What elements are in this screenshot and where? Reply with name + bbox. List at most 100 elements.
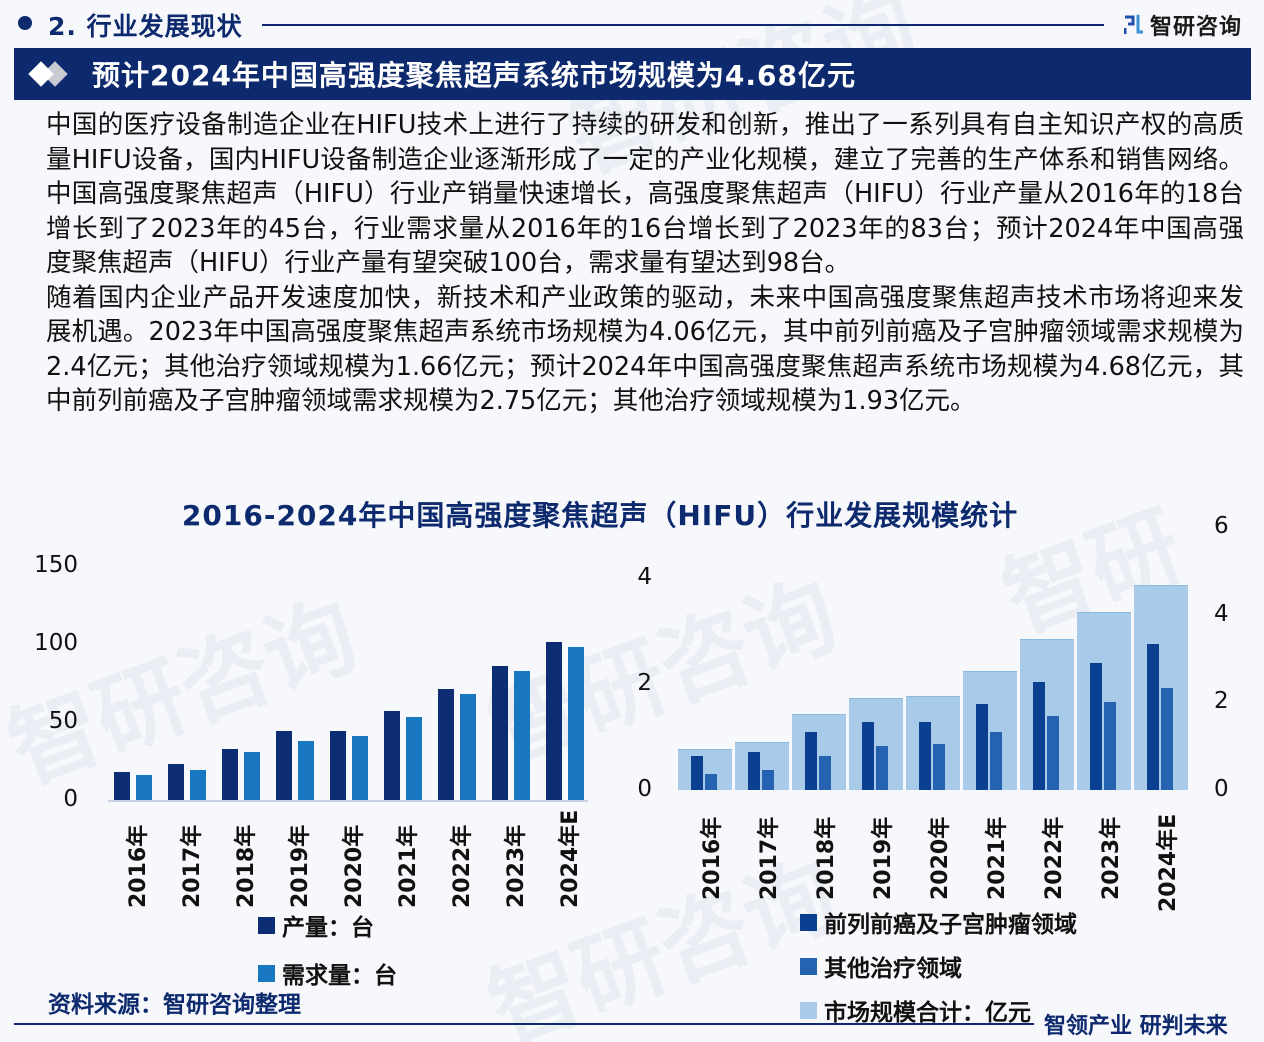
footer-divider (14, 1023, 1034, 1025)
legend-item: 产量：台 (258, 908, 397, 942)
x-axis-label: 2024年E (1156, 813, 1181, 912)
x-axis-label: 2024年E (558, 809, 583, 908)
legend-swatch (258, 916, 275, 934)
top-header: 2. 行业发展现状 智研咨询 (0, 0, 1264, 46)
y-axis-tick: 150 (34, 552, 78, 578)
bar-production (114, 771, 130, 800)
x-axis-label: 2022年 (450, 824, 475, 908)
slogan: 智领产业 研判未来 (1044, 1014, 1228, 1039)
bar-prostate-uterine (805, 732, 817, 790)
legend-swatch (800, 913, 817, 931)
bar-other-therapy (1161, 687, 1173, 790)
bar-prostate-uterine (1033, 681, 1045, 790)
x-axis-label: 2018年 (814, 816, 839, 900)
legend-label: 前列前癌及子宫肿瘤领域 (824, 912, 1077, 938)
x-axis-label: 2019年 (871, 816, 896, 900)
brand-logo: 智研咨询 (1123, 9, 1242, 41)
y-axis-right-tick: 0 (1214, 776, 1229, 802)
bar-production (384, 711, 400, 800)
legend-swatch (800, 1001, 817, 1019)
bar-demand (190, 770, 206, 800)
bar-prostate-uterine (691, 756, 703, 790)
chart-title: 2016-2024年中国高强度聚焦超声（HIFU）行业发展规模统计 (181, 499, 1019, 532)
bullet-dot-icon (18, 16, 32, 30)
bar-demand (136, 775, 152, 800)
legend-swatch (800, 957, 817, 975)
x-axis-label: 2017年 (757, 816, 782, 900)
bar-prostate-uterine (748, 751, 760, 790)
legend-label: 其他治疗领域 (824, 956, 962, 982)
y-axis-right-tick: 6 (1214, 513, 1229, 539)
bar-other-therapy (990, 732, 1002, 790)
x-axis-label: 2022年 (1042, 816, 1067, 900)
bar-production (222, 748, 238, 800)
legend-label: 产量：台 (282, 915, 374, 941)
header-divider (262, 24, 1104, 26)
bar-other-therapy (1104, 702, 1116, 790)
section-title: 2. 行业发展现状 (48, 12, 243, 41)
bar-production (546, 642, 562, 800)
bar-production (276, 731, 292, 800)
x-axis-line (108, 800, 588, 802)
bar-demand (298, 740, 314, 800)
x-axis-label: 2017年 (180, 824, 205, 908)
legend-label: 需求量：台 (282, 963, 397, 989)
y-axis-tick: 0 (63, 786, 78, 812)
bar-production (330, 731, 346, 800)
y-axis-left-tick: 0 (637, 776, 652, 802)
bar-prostate-uterine (862, 722, 874, 790)
bar-demand (568, 647, 584, 800)
y-axis-left-tick: 4 (637, 564, 652, 590)
bar-demand (352, 736, 368, 800)
source-note: 资料来源：智研咨询整理 (48, 992, 301, 1018)
y-axis-tick: 50 (48, 708, 78, 734)
bar-prostate-uterine (919, 722, 931, 790)
bar-other-therapy (933, 743, 945, 790)
x-axis-label: 2023年 (1099, 816, 1124, 900)
bar-production (492, 665, 508, 800)
chart-legend: 前列前癌及子宫肿瘤领域 其他治疗领域市场规模合计：亿元 (800, 905, 1077, 1027)
x-axis-label: 2020年 (928, 816, 953, 900)
chart-legend: 产量：台需求量：台 (258, 908, 397, 990)
brand-logo-icon (1123, 14, 1144, 36)
legend-swatch (258, 964, 275, 982)
bar-demand (244, 751, 260, 800)
bar-other-therapy (762, 769, 774, 790)
bar-demand (406, 717, 422, 800)
legend-item: 需求量：台 (258, 956, 397, 990)
bar-other-therapy (1047, 715, 1059, 790)
legend-item: 前列前癌及子宫肿瘤领域 (800, 905, 1077, 939)
bar-demand (514, 670, 530, 800)
x-axis-label: 2016年 (126, 824, 151, 908)
legend-item: 其他治疗领域 (800, 949, 1077, 983)
bar-other-therapy (819, 756, 831, 790)
watermark: 智研咨询 (0, 582, 371, 804)
y-axis-right-tick: 4 (1214, 600, 1229, 627)
x-axis-label: 2018年 (234, 824, 259, 908)
brand-name: 智研咨询 (1149, 15, 1242, 40)
paragraph: 随着国内企业产品开发速度加快，新技术和产业政策的驱动，未来中国高强度聚焦超声技术… (46, 282, 1244, 417)
bar-prostate-uterine (1090, 662, 1102, 790)
x-axis-label: 2021年 (985, 816, 1010, 900)
x-axis-label: 2019年 (288, 824, 313, 908)
x-axis-label: 2020年 (342, 824, 367, 908)
bar-production (168, 764, 184, 800)
x-axis-label: 2023年 (504, 824, 529, 908)
bar-other-therapy (876, 746, 888, 790)
legend-label: 市场规模合计：亿元 (824, 1000, 1031, 1026)
bar-prostate-uterine (1147, 644, 1159, 790)
paragraph: 中国的医疗设备制造企业在HIFU技术上进行了持续的研发和创新，推出了一系列具有自… (46, 110, 1244, 278)
body-text: 中国的医疗设备制造企业在HIFU技术上进行了持续的研发和创新，推出了一系列具有自… (46, 108, 1244, 419)
legend-item: 市场规模合计：亿元 (800, 993, 1077, 1027)
y-axis-left-tick: 2 (637, 670, 652, 696)
y-axis-right-tick: 2 (1214, 688, 1229, 715)
diamond-icon (26, 48, 86, 100)
bar-other-therapy (705, 774, 717, 790)
y-axis-tick: 100 (34, 630, 78, 656)
bar-production (438, 689, 454, 800)
x-axis-label: 2021年 (396, 824, 421, 908)
bar-prostate-uterine (976, 704, 988, 790)
bar-demand (460, 693, 476, 800)
x-axis-label: 2016年 (700, 816, 725, 900)
title-banner: 预计2024年中国高强度聚焦超声系统市场规模为4.68亿元 (14, 48, 1251, 100)
